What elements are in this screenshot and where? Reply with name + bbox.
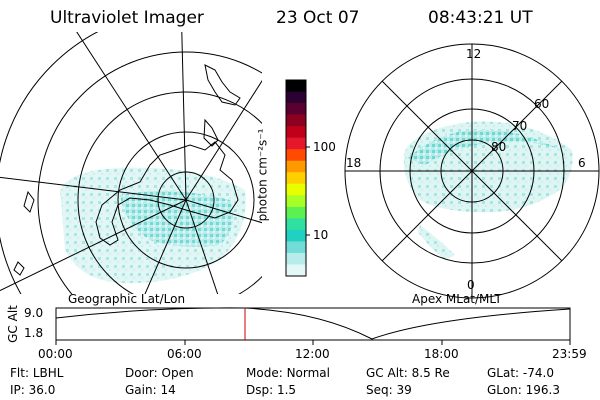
altitude-ylabel: GC Alt — [5, 305, 20, 343]
altitude-ytick-9: 9.0 — [24, 306, 44, 320]
colorbar — [286, 80, 306, 277]
right-aurora-lower — [418, 225, 455, 260]
colorbar-segment — [286, 91, 306, 104]
mlt-diagonal-2 — [381, 80, 563, 262]
colorbar-unit-label: photon cm⁻²s⁻¹ — [255, 128, 270, 222]
info-dsp: Dsp: 1.5 — [246, 383, 297, 397]
colorbar-segment — [286, 114, 306, 127]
colorbar-segment — [286, 126, 306, 139]
lat-circle-4 — [37, 51, 262, 294]
lat-circle-1 — [157, 171, 215, 229]
info-gcalt: GC Alt: 8.5 Re — [366, 366, 450, 380]
glon-value: 196.3 — [525, 383, 560, 397]
lat-circle-2 — [117, 131, 255, 269]
left-aurora-core — [120, 191, 234, 247]
coastlines — [13, 64, 241, 276]
colorbar-segment — [286, 183, 306, 196]
meridians — [0, 32, 262, 294]
apex-polar-plot — [344, 43, 600, 299]
colorbar-segment — [286, 229, 306, 243]
info-ip: IP: 36.0 — [10, 383, 56, 397]
colorbar-segment — [286, 218, 306, 231]
colorbar-tick-label-100: 100 — [313, 140, 336, 154]
ip-value: 36.0 — [28, 383, 56, 397]
colorbar-segment — [286, 264, 306, 277]
altitude-x-ticks — [55, 340, 571, 345]
info-glon: GLon: 196.3 — [487, 383, 560, 397]
instrument-title: Ultraviolet Imager — [50, 8, 204, 28]
mlt-label-6: 6 — [578, 156, 586, 170]
mlt-label-12: 12 — [466, 47, 482, 61]
colorbar-segment — [286, 241, 306, 254]
colorbar-segment — [286, 80, 306, 93]
colorbar-tick-label-10: 10 — [313, 228, 329, 242]
lat-circle-3 — [77, 91, 262, 294]
time-label: 08:43:21 UT — [428, 8, 533, 28]
mlt-label-0: 0 — [467, 278, 475, 292]
colorbar-segment — [286, 149, 306, 162]
altitude-xtick-0600: 06:00 — [167, 347, 202, 361]
seq-value: 39 — [396, 383, 412, 397]
info-seq: Seq: 39 — [366, 383, 412, 397]
gcalt-value: 8.5 Re — [411, 366, 450, 380]
info-gain: Gain: 14 — [125, 383, 176, 397]
altitude-xtick-0000: 00:00 — [38, 347, 73, 361]
mlat-label-80: 80 — [491, 140, 507, 154]
info-flt: Flt: LBHL — [10, 366, 64, 380]
gain-value: 14 — [160, 383, 176, 397]
mode-value: Normal — [286, 366, 330, 380]
right-aurora-band — [408, 129, 565, 165]
colorbar-segment — [286, 137, 306, 150]
left-panel-caption: Geographic Lat/Lon — [68, 292, 186, 306]
altitude-xtick-2359: 23:59 — [552, 347, 587, 361]
colorbar-segment — [286, 160, 306, 173]
altitude-xtick-1800: 18:00 — [424, 347, 459, 361]
glat-value: -74.0 — [522, 366, 554, 380]
mlat-label-70: 70 — [512, 119, 528, 133]
altitude-xtick-1200: 12:00 — [295, 347, 330, 361]
info-mode: Mode: Normal — [246, 366, 330, 380]
altitude-strip-frame — [55, 307, 571, 341]
colorbar-segment — [286, 103, 306, 116]
colorbar-segment — [286, 195, 306, 208]
door-value: Open — [161, 366, 194, 380]
geographic-map — [0, 32, 262, 294]
flt-value: LBHL — [32, 366, 64, 380]
altitude-ytick-1-8: 1.8 — [24, 326, 44, 340]
altitude-curve — [55, 307, 571, 340]
info-glat: GLat: -74.0 — [487, 366, 554, 380]
mlat-label-60: 60 — [534, 97, 550, 111]
colorbar-frame — [285, 79, 307, 277]
mlt-label-18: 18 — [346, 156, 362, 170]
date-label: 23 Oct 07 — [276, 8, 360, 28]
right-panel-caption: Apex MLat/MLT — [412, 292, 502, 306]
dsp-value: 1.5 — [276, 383, 297, 397]
colorbar-segment — [286, 172, 306, 185]
info-door: Door: Open — [125, 366, 194, 380]
colorbar-segment — [286, 252, 306, 266]
colorbar-segment — [286, 206, 306, 219]
